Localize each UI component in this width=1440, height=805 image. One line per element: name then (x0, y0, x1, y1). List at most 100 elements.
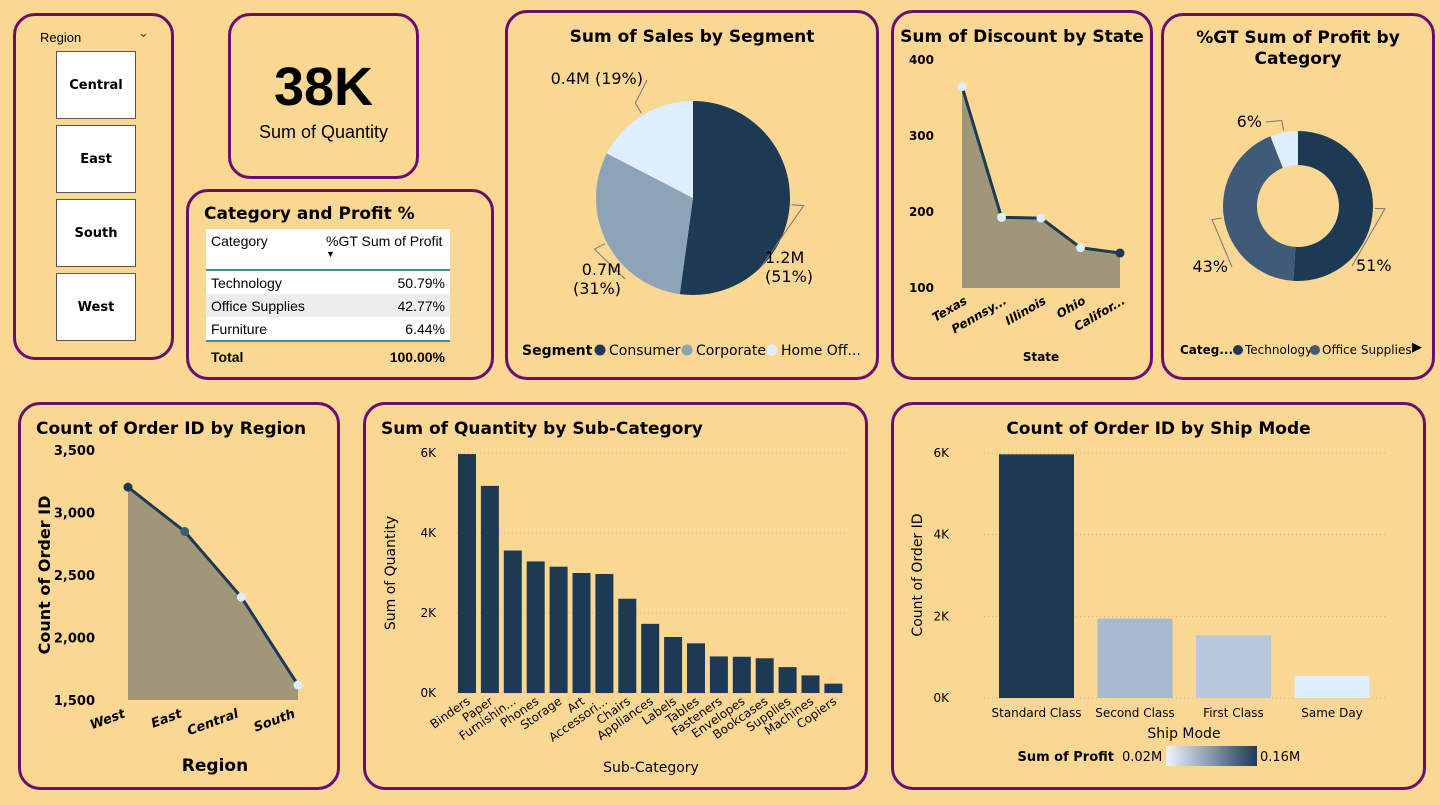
bar (595, 573, 614, 693)
slicer-item-south[interactable]: South (56, 199, 136, 267)
orders-shipmode-card: Count of Order ID by Ship Mode 0K 2K 4K 6K S… (891, 402, 1426, 790)
legend-marker (1310, 345, 1320, 355)
data-point (957, 82, 967, 92)
donut-data-label: 51% (1356, 256, 1392, 275)
table-row[interactable]: Office Supplies 42.77% (206, 294, 450, 317)
data-point (123, 482, 133, 492)
bar (778, 667, 797, 693)
data-point (1076, 243, 1085, 253)
table-row[interactable]: Technology 50.79% (206, 270, 450, 294)
y-axis-title: Count of Order ID (35, 496, 54, 655)
table-total-row: Total 100.00% (206, 341, 450, 368)
data-point (236, 592, 246, 602)
slicer-item-west[interactable]: West (56, 273, 136, 341)
bar (572, 573, 591, 693)
legend-marker (766, 344, 778, 356)
donut-data-label: 6% (1237, 112, 1262, 131)
table-cell-category: Furniture (206, 317, 321, 342)
x-tick-label: Standard Class (992, 706, 1082, 720)
pie-leader-line (760, 204, 805, 268)
donut-leader-line (1265, 120, 1285, 131)
donut-slice (1293, 131, 1374, 281)
data-point (1115, 248, 1125, 258)
orders-shipmode-chart: 0K 2K 4K 6K Standard Class Second Class First … (910, 446, 1388, 766)
chart-title-line-1: %GT Sum of Profit by (1196, 28, 1400, 48)
chevron-down-icon[interactable]: ⌄ (138, 26, 149, 41)
qty-subcategory-card: Sum of Quantity by Sub-Category 0K 2K 4K 6K… (363, 402, 868, 790)
y-tick-label: 200 (909, 205, 934, 219)
bar (755, 658, 774, 693)
y-tick-label: 1,500 (54, 694, 95, 709)
color-legend-max: 0.16M (1260, 750, 1300, 765)
bar (1294, 675, 1370, 698)
column-header-value-label: %GT Sum of Profit (326, 233, 443, 249)
qty-subcategory-chart: 0K2K4K6KBindersPaperFurnishin...PhonesSt… (383, 446, 848, 776)
pie-slice (606, 101, 693, 198)
legend-next-icon[interactable]: ▶ (1412, 340, 1422, 355)
bar (1097, 618, 1173, 698)
y-tick-label: 0K (420, 686, 437, 700)
table-title: Category and Profit % (204, 204, 415, 224)
bar (480, 485, 499, 693)
bar (641, 623, 660, 693)
orders-region-card: Count of Order ID by Region 1,500 2,000 2,… (18, 402, 340, 790)
donut-slice (1223, 136, 1296, 281)
bar (618, 598, 637, 693)
bar (526, 561, 545, 693)
color-legend-title: Sum of Profit (1017, 750, 1114, 765)
donut-leader-line (1211, 217, 1233, 268)
sales-segment-card: Sum of Sales by Segment 1.2M (51%) 0.7M (31… (505, 10, 879, 380)
table-row[interactable]: Furniture 6.44% (206, 317, 450, 342)
kpi-label: Sum of Quantity (258, 122, 389, 142)
discount-state-card: Sum of Discount by State 100 200 300 400 Tex… (891, 10, 1153, 380)
legend-marker (1233, 345, 1243, 355)
legend-marker (681, 344, 693, 356)
series-line (127, 485, 300, 686)
column-header-category[interactable]: Category (206, 229, 321, 271)
sort-desc-icon: ▼ (326, 249, 335, 259)
bar (458, 454, 476, 693)
y-tick-label: 4K (933, 528, 950, 542)
chart-title-line-2: Category (1254, 49, 1342, 69)
legend-item-label: Office Supplies (1322, 343, 1412, 357)
chart-title: Sum of Discount by State (900, 27, 1144, 47)
table-cell-category: Technology (206, 270, 321, 294)
legend-item-label: Corporate (696, 343, 766, 359)
bar (709, 656, 728, 693)
pie-slice (596, 153, 693, 295)
donut-leader-line (1351, 207, 1386, 267)
pie-leader-line (593, 243, 626, 280)
column-header-value[interactable]: %GT Sum of Profit ▼ (321, 229, 450, 271)
y-tick-label: 300 (909, 129, 934, 143)
donut-slice (1270, 131, 1298, 168)
color-legend-gradient (1166, 746, 1257, 766)
pie-slice (679, 101, 791, 296)
y-tick-label: 2K (933, 609, 950, 623)
bar (801, 675, 820, 693)
legend-title: Segment (522, 343, 593, 359)
x-axis-title: State (1023, 350, 1059, 364)
y-tick-label: 400 (909, 53, 934, 67)
data-point (180, 527, 190, 536)
data-point (293, 680, 303, 690)
x-tick-label: First Class (1203, 706, 1264, 720)
legend-marker (594, 344, 606, 356)
pie-data-label: 0.4M (19%) (551, 69, 643, 88)
x-tick-label: South (252, 707, 298, 736)
y-axis-title: Count of Order ID (910, 513, 926, 636)
x-tick-label: East (149, 706, 185, 731)
pie-leader-line (634, 79, 648, 114)
y-tick-label: 6K (933, 446, 950, 460)
y-tick-label: 3,000 (54, 507, 95, 522)
profit-category-card: %GT Sum of Profit by Category 51% 43% 6% Ca… (1161, 13, 1435, 380)
donut-data-label: 43% (1192, 257, 1228, 276)
orders-region-chart: 1,500 2,000 2,500 3,000 3,500 West East Central… (35, 444, 303, 776)
table-cell-category: Office Supplies (206, 294, 321, 317)
y-tick-label: 4K (420, 526, 437, 540)
y-axis-title: Sum of Quantity (383, 516, 399, 630)
slicer-item-east[interactable]: East (56, 125, 136, 193)
legend-title: Categ... (1180, 343, 1233, 357)
y-tick-label: 3,500 (54, 444, 95, 459)
pie-data-label: 0.7M (31%) (573, 260, 621, 298)
slicer-item-central[interactable]: Central (56, 51, 136, 119)
